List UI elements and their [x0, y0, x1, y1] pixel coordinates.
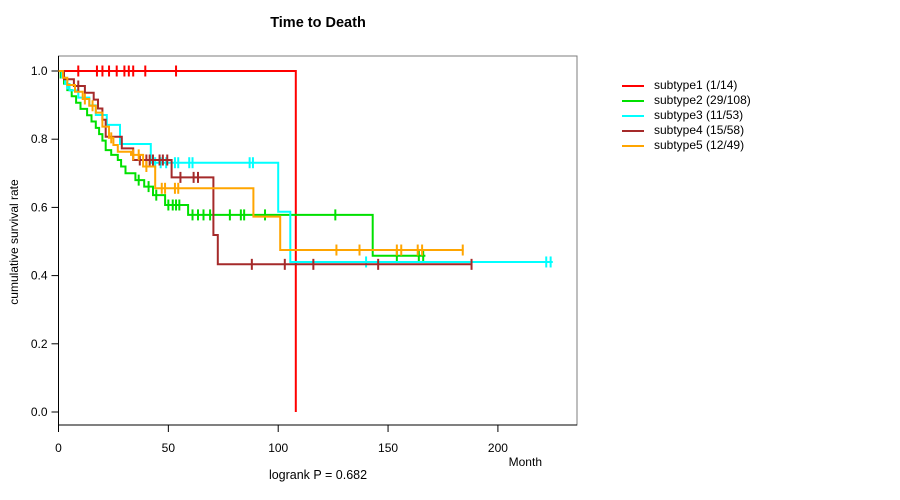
chart-title: Time to Death [270, 15, 366, 31]
legend-item-2: subtype2 (29/108) [622, 93, 751, 108]
x-tick-label: 100 [268, 441, 288, 455]
legend-item-1: subtype1 (1/14) [622, 78, 751, 93]
legend-line-swatch [622, 99, 644, 102]
x-tick-label: 0 [55, 441, 62, 455]
y-tick-label: 0.6 [31, 200, 48, 214]
legend-line-swatch [622, 84, 644, 87]
plot-box [58, 55, 578, 426]
survival-curve-1 [58, 70, 297, 412]
legend-label: subtype3 (11/53) [654, 108, 744, 122]
x-tick-label: 200 [488, 441, 508, 455]
legend-label: subtype2 (29/108) [654, 93, 751, 107]
y-tick-label: 0.0 [31, 405, 48, 419]
y-tick-label: 1.0 [31, 64, 48, 78]
legend-label: subtype5 (12/49) [654, 138, 745, 152]
survival-curve-5 [58, 70, 464, 251]
legend-label: subtype1 (1/14) [654, 78, 738, 92]
legend-item-5: subtype5 (12/49) [622, 138, 751, 153]
legend-line-swatch [622, 114, 644, 117]
legend-item-3: subtype3 (11/53) [622, 108, 751, 123]
legend-line-swatch [622, 144, 644, 147]
y-tick-label: 0.8 [31, 132, 48, 146]
legend-label: subtype4 (15/58) [654, 123, 745, 137]
y-tick-label: 0.4 [31, 269, 48, 283]
y-tick-label: 0.2 [31, 337, 48, 351]
legend-item-4: subtype4 (15/58) [622, 123, 751, 138]
y-axis-label: cumulative survival rate [7, 179, 21, 305]
survival-curve-2 [58, 70, 426, 257]
x-tick-label: 150 [378, 441, 398, 455]
legend: subtype1 (1/14) subtype2 (29/108) subtype3… [622, 78, 751, 153]
x-axis-label: Month [508, 455, 542, 469]
logrank-annotation: logrank P = 0.682 [268, 468, 368, 482]
x-tick-label: 50 [162, 441, 176, 455]
survival-curve-3 [58, 70, 553, 263]
legend-line-swatch [622, 129, 644, 132]
survival-curve-4 [58, 70, 472, 266]
